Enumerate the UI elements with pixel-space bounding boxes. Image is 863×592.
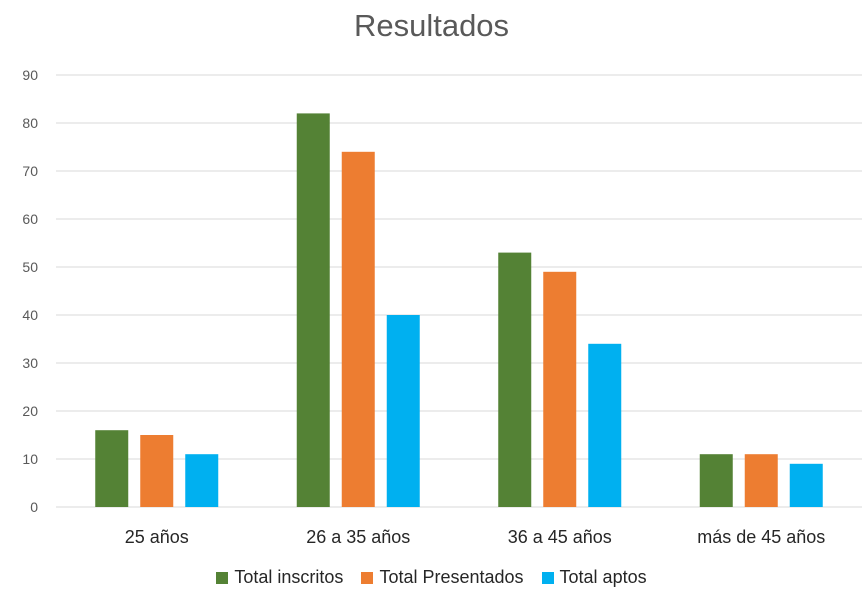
bar	[543, 271, 577, 507]
bar	[744, 454, 778, 507]
y-tick-label: 90	[22, 67, 38, 83]
y-tick-label: 20	[22, 403, 38, 419]
legend: Total inscritos Total Presentados Total …	[0, 567, 863, 588]
bar	[140, 435, 174, 507]
legend-swatch-aptos	[541, 571, 554, 584]
bar	[386, 315, 420, 507]
y-tick-label: 40	[22, 307, 38, 323]
bar	[296, 113, 330, 508]
legend-item-presentados: Total Presentados	[361, 567, 524, 588]
y-tick-label: 70	[22, 163, 38, 179]
bar	[588, 343, 622, 507]
bar	[699, 454, 733, 507]
y-tick-label: 60	[22, 211, 38, 227]
legend-label-aptos: Total aptos	[559, 567, 647, 587]
legend-label-inscritos: Total inscritos	[234, 567, 344, 587]
x-tick-label: más de 45 años	[697, 527, 825, 547]
y-tick-label: 0	[30, 499, 38, 515]
bar	[789, 463, 823, 507]
y-tick-label: 10	[22, 451, 38, 467]
legend-swatch-presentados	[361, 571, 374, 584]
y-tick-label: 50	[22, 259, 38, 275]
x-tick-label: 36 a 45 años	[508, 527, 612, 547]
legend-label-presentados: Total Presentados	[379, 567, 524, 587]
legend-item-inscritos: Total inscritos	[216, 567, 343, 588]
legend-swatch-inscritos	[216, 571, 229, 584]
x-tick-label: 26 a 35 años	[306, 527, 410, 547]
bar	[185, 454, 219, 507]
chart-title: Resultados	[353, 8, 510, 43]
bar	[95, 430, 129, 507]
bar	[498, 252, 532, 507]
bar	[341, 151, 375, 508]
legend-item-aptos: Total aptos	[541, 567, 647, 588]
x-tick-label: 25 años	[125, 527, 189, 547]
y-tick-label: 30	[22, 355, 38, 371]
y-tick-label: 80	[22, 115, 38, 131]
